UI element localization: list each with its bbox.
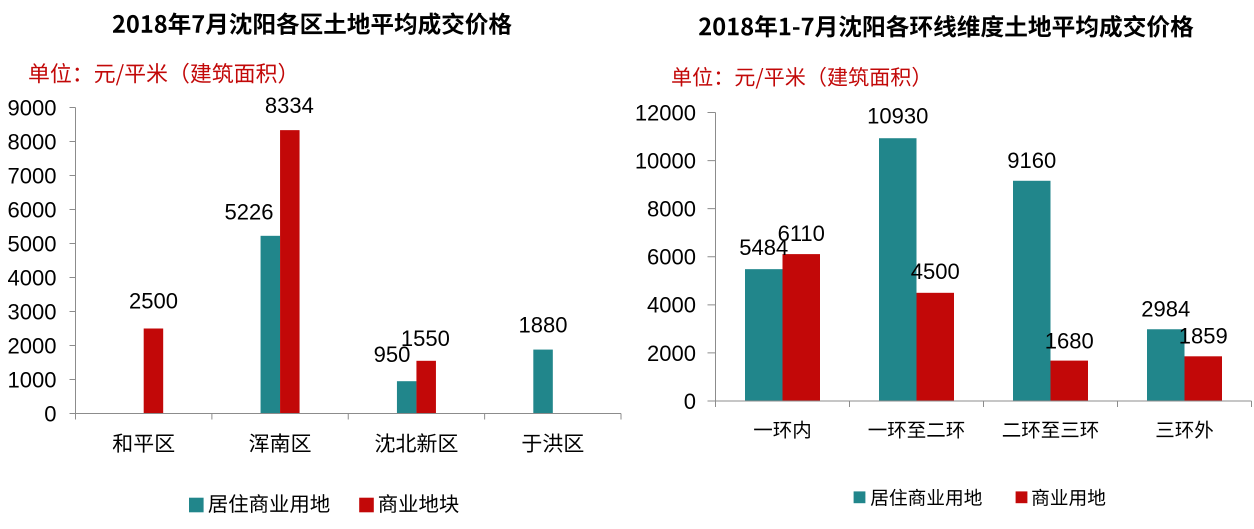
svg-text:2984: 2984 bbox=[1141, 296, 1190, 321]
svg-text:2000: 2000 bbox=[8, 333, 57, 358]
svg-text:9000: 9000 bbox=[8, 95, 57, 120]
svg-text:4000: 4000 bbox=[647, 293, 696, 318]
svg-text:6000: 6000 bbox=[8, 197, 57, 222]
svg-text:4500: 4500 bbox=[911, 259, 960, 284]
svg-text:5226: 5226 bbox=[225, 199, 274, 224]
svg-text:1880: 1880 bbox=[519, 313, 568, 338]
svg-text:5000: 5000 bbox=[8, 231, 57, 256]
svg-text:6110: 6110 bbox=[778, 221, 825, 246]
svg-text:5484: 5484 bbox=[739, 235, 788, 260]
svg-text:6000: 6000 bbox=[647, 245, 696, 270]
svg-text:2000: 2000 bbox=[647, 341, 696, 366]
svg-text:2500: 2500 bbox=[129, 288, 178, 313]
svg-text:8000: 8000 bbox=[8, 129, 57, 154]
svg-text:10000: 10000 bbox=[635, 148, 696, 173]
svg-text:0: 0 bbox=[44, 401, 56, 426]
svg-text:0: 0 bbox=[684, 389, 696, 414]
svg-text:8000: 8000 bbox=[647, 197, 696, 222]
svg-text:950: 950 bbox=[374, 342, 411, 367]
svg-text:8334: 8334 bbox=[265, 93, 314, 118]
svg-text:9160: 9160 bbox=[1007, 148, 1056, 173]
svg-text:3000: 3000 bbox=[8, 299, 57, 324]
svg-text:1680: 1680 bbox=[1045, 328, 1094, 353]
svg-text:7000: 7000 bbox=[8, 163, 57, 188]
svg-text:4000: 4000 bbox=[8, 265, 57, 290]
svg-text:1550: 1550 bbox=[401, 326, 450, 351]
svg-text:1859: 1859 bbox=[1179, 323, 1228, 348]
svg-text:10930: 10930 bbox=[867, 104, 928, 129]
svg-text:1000: 1000 bbox=[8, 367, 57, 392]
svg-text:12000: 12000 bbox=[635, 100, 696, 125]
